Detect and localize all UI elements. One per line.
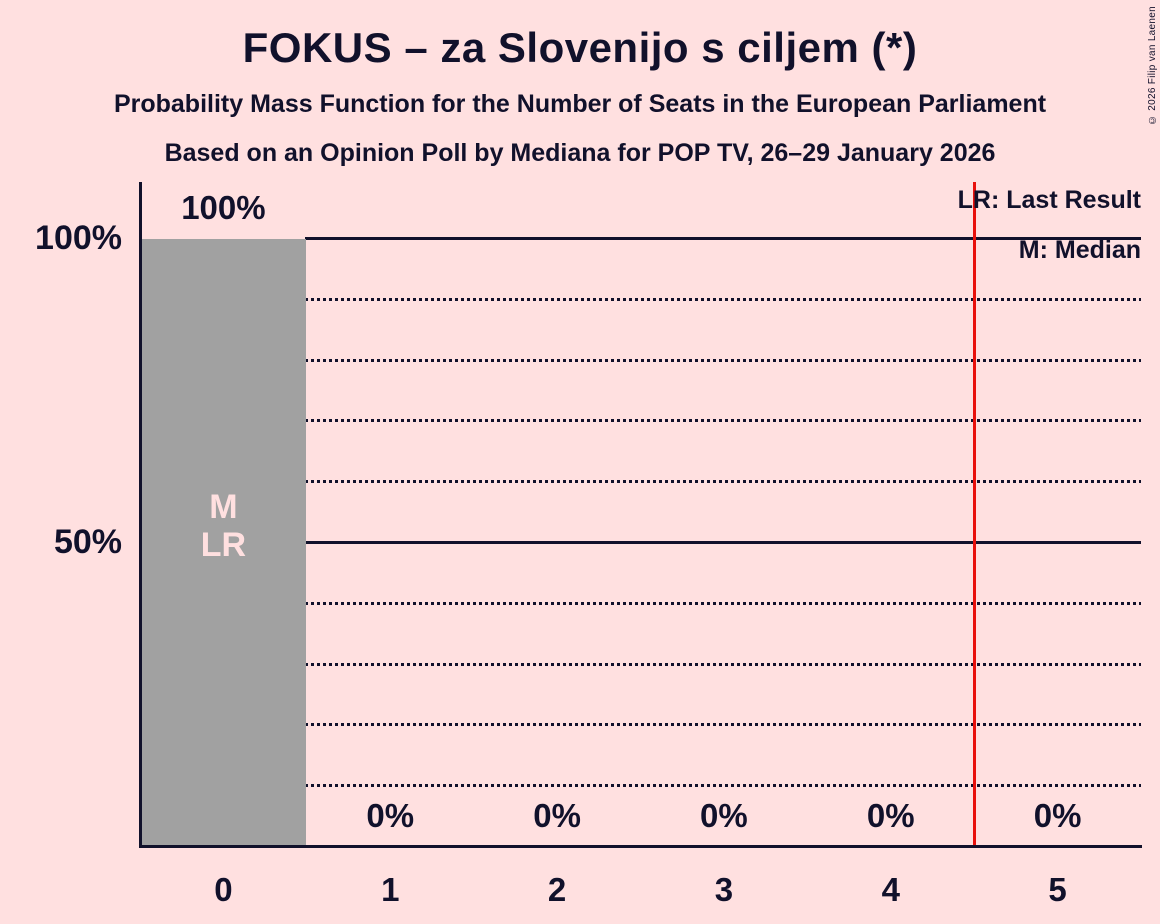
bar-value-label-3: 0% [700,796,748,834]
gridline-dotted-40 [305,601,1141,605]
chart-title: FOKUS – za Slovenijo s ciljem (*) [242,24,918,71]
bar-value-label-4: 0% [866,796,915,834]
gridline-solid-50 [305,541,1141,544]
y-axis-label-100: 100% [35,219,122,257]
x-axis-label-2: 2 [547,871,567,908]
legend-median: M: Median [1018,236,1141,264]
annotation-m: M [209,488,238,526]
gridline-dotted-10 [305,784,1141,788]
bar-value-label-0: 100% [181,188,266,226]
legend-last-result: LR: Last Result [957,186,1141,214]
bar-value-label-5: 0% [1033,796,1082,834]
x-axis-label-3: 3 [714,871,734,908]
y-axis-label-50: 50% [53,523,122,561]
gridline-dotted-20 [305,723,1141,727]
x-axis-label-0: 0 [214,871,233,908]
x-axis-label-1: 1 [381,871,400,908]
gridline-dotted-80 [305,358,1141,362]
bar-value-label-1: 0% [366,796,415,834]
bar-value-label-2: 0% [533,796,581,834]
majority-threshold-line [972,182,976,845]
y-axis-line [139,182,142,848]
x-axis-label-4: 4 [881,871,900,908]
bar-seats-0 [141,238,306,845]
annotation-lr: LR [200,526,247,564]
gridline-dotted-30 [305,662,1141,666]
chart-subtitle-poll: Based on an Opinion Poll by Mediana for … [164,139,996,167]
median-last-result-annotation: M LR [143,488,303,564]
copyright-credit: © 2026 Filip van Laenen [1147,6,1158,126]
x-axis-label-5: 5 [1048,871,1067,908]
gridline-dotted-60 [305,480,1141,484]
gridline-solid-100 [305,237,1141,240]
gridline-dotted-90 [305,297,1141,301]
gridline-dotted-70 [305,419,1141,423]
chart-subtitle-pmf: Probability Mass Function for the Number… [113,90,1047,118]
x-axis-line [139,845,1142,848]
